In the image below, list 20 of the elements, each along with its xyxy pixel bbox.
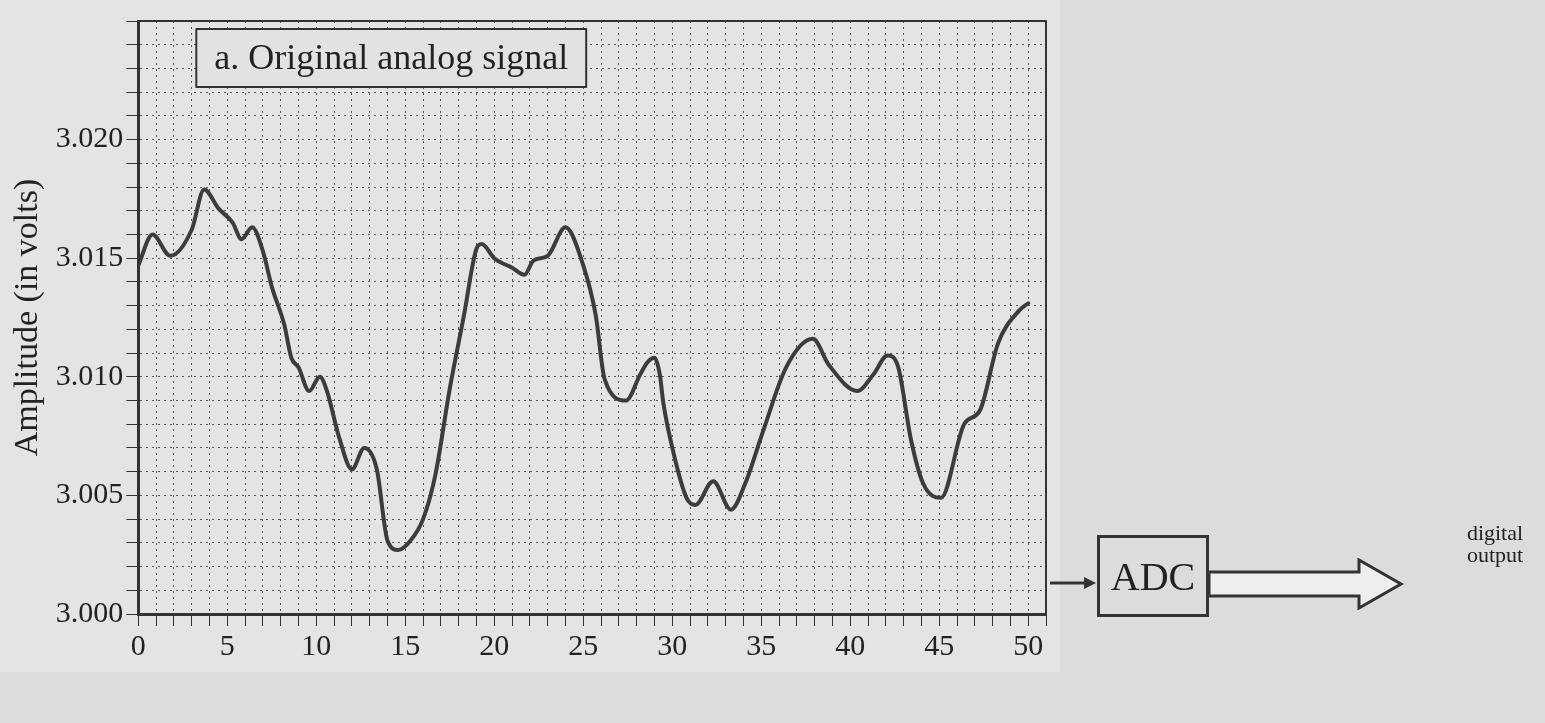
text: ADC <box>1097 535 1209 617</box>
x-tick-label: 0 <box>130 627 146 661</box>
x-tick-label: 45 <box>924 627 955 661</box>
y-tick-label: 3.000 <box>55 594 124 628</box>
x-tick-label: 20 <box>479 627 510 661</box>
y-tick-label: 3.010 <box>55 357 124 391</box>
x-tick-label: 5 <box>219 627 235 661</box>
y-tick-label: 3.015 <box>55 239 124 273</box>
text: digital output <box>1465 520 1525 567</box>
x-tick-label: 25 <box>568 627 599 661</box>
x-tick-label: 30 <box>657 627 688 661</box>
y-tick-label: 3.005 <box>55 476 124 510</box>
x-tick-label: 15 <box>390 627 421 661</box>
x-tick-label: 50 <box>1013 627 1044 661</box>
x-tick-label: 40 <box>835 627 866 661</box>
x-tick-label: 35 <box>746 627 777 661</box>
text: a. Original analog signal <box>214 37 569 78</box>
y-tick-label: 3.020 <box>55 120 124 154</box>
x-tick-label: 10 <box>301 627 332 661</box>
y-axis-title: Amplitude (in volts) <box>7 178 46 457</box>
